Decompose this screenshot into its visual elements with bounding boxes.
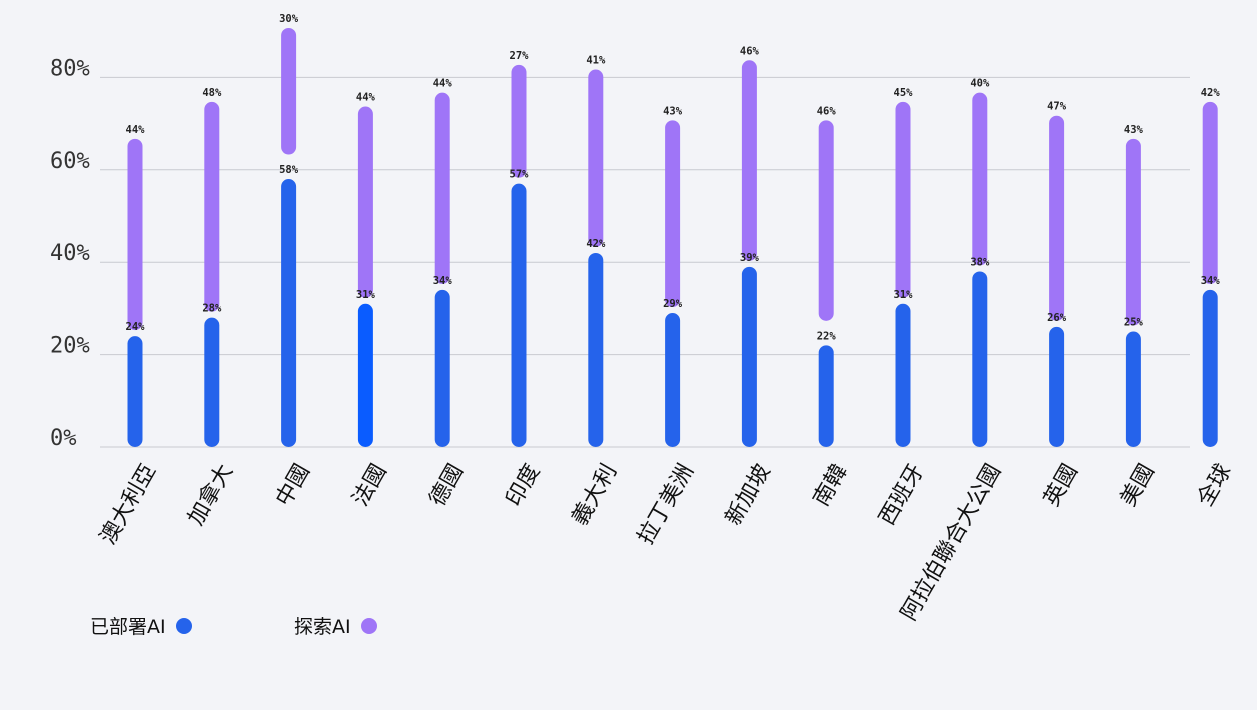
bar-exploring	[895, 101, 911, 298]
legend-deployed-swatch	[175, 617, 192, 634]
x-tick-label: 加拿大	[183, 460, 239, 530]
data-label-exploring: 43%	[663, 105, 683, 117]
bar-deployed	[665, 313, 681, 447]
bar-deployed	[1125, 331, 1141, 447]
legend-deployed-label: 已部署AI	[90, 616, 166, 638]
data-label-exploring: 46%	[740, 45, 760, 57]
bar-exploring	[1049, 115, 1065, 321]
data-label-deployed: 29%	[663, 298, 683, 310]
data-label-exploring: 47%	[1047, 101, 1067, 113]
bar-deployed	[434, 289, 450, 447]
legend-exploring-swatch	[360, 617, 377, 634]
y-tick-label: 20%	[50, 334, 90, 359]
data-label-deployed: 38%	[970, 256, 990, 268]
bar-exploring	[204, 101, 220, 312]
x-tick-label: 新加坡	[721, 460, 776, 530]
data-label-deployed: 58%	[279, 164, 299, 176]
bar-exploring	[281, 27, 297, 155]
bar-exploring	[741, 60, 757, 261]
bar-deployed	[357, 303, 373, 447]
data-label-exploring: 44%	[433, 78, 453, 90]
data-label-deployed: 26%	[1047, 312, 1067, 324]
bar-exploring	[434, 92, 450, 284]
data-label-exploring: 27%	[510, 50, 530, 62]
data-label-deployed: 39%	[740, 252, 760, 264]
bar-exploring	[511, 64, 527, 178]
data-label-exploring: 41%	[586, 55, 606, 67]
bar-deployed	[281, 179, 297, 448]
data-label-exploring: 42%	[1201, 87, 1221, 99]
data-label-deployed: 42%	[586, 238, 606, 250]
data-label-exploring: 46%	[817, 105, 837, 117]
bar-deployed	[511, 183, 527, 447]
x-tick-label: 德國	[425, 460, 469, 511]
bar-deployed	[1202, 289, 1218, 447]
x-tick-label: 法國	[348, 460, 392, 511]
bar-deployed	[895, 303, 911, 447]
bar-deployed	[1049, 326, 1065, 447]
data-label-exploring: 44%	[356, 92, 376, 104]
x-tick-label: 美國	[1116, 460, 1160, 511]
data-label-deployed: 24%	[126, 321, 146, 333]
bar-exploring	[818, 120, 834, 321]
bar-deployed	[818, 345, 834, 447]
x-tick-label: 拉丁美洲	[633, 460, 699, 549]
y-tick-label: 0%	[50, 426, 77, 451]
data-label-deployed: 57%	[510, 169, 530, 181]
bar-exploring	[127, 138, 143, 331]
data-label-exploring: 44%	[126, 124, 146, 136]
bar-exploring	[1125, 138, 1141, 326]
data-label-exploring: 40%	[970, 78, 990, 90]
legend-exploring: 探索AI	[294, 612, 377, 639]
x-tick-label: 全球	[1193, 460, 1237, 511]
x-tick-label: 英國	[1039, 460, 1083, 511]
data-label-deployed: 25%	[1124, 317, 1144, 329]
data-label-exploring: 30%	[279, 13, 299, 25]
data-label-deployed: 31%	[894, 289, 914, 301]
data-label-exploring: 48%	[202, 87, 222, 99]
data-label-deployed: 31%	[356, 289, 376, 301]
data-label-deployed: 28%	[202, 303, 222, 315]
x-tick-label: 印度	[502, 460, 546, 511]
bar-deployed	[972, 271, 988, 447]
x-tick-label: 中國	[271, 460, 315, 511]
legend-exploring-label: 探索AI	[294, 616, 351, 638]
x-tick-label: 南韓	[809, 460, 853, 511]
x-tick-label: 澳大利亞	[96, 460, 162, 549]
y-tick-label: 60%	[50, 149, 90, 174]
x-tick-label: 義大利	[568, 460, 623, 530]
x-tick-label: 西班牙	[875, 460, 930, 530]
data-label-exploring: 45%	[894, 87, 914, 99]
y-tick-label: 40%	[50, 241, 90, 266]
bar-deployed	[588, 252, 604, 447]
bar-exploring	[588, 69, 604, 247]
y-tick-label: 80%	[50, 56, 90, 81]
bar-exploring	[665, 120, 681, 308]
bar-deployed	[204, 317, 220, 447]
bar-deployed	[741, 266, 757, 447]
data-label-deployed: 22%	[817, 330, 837, 342]
data-label-deployed: 34%	[433, 275, 453, 287]
data-label-deployed: 34%	[1201, 275, 1221, 287]
bar-exploring	[357, 106, 373, 298]
legend-deployed: 已部署AI	[90, 612, 192, 639]
bar-deployed	[127, 336, 143, 447]
data-label-exploring: 43%	[1124, 124, 1144, 136]
bar-exploring	[1202, 101, 1218, 284]
bar-exploring	[972, 92, 988, 266]
